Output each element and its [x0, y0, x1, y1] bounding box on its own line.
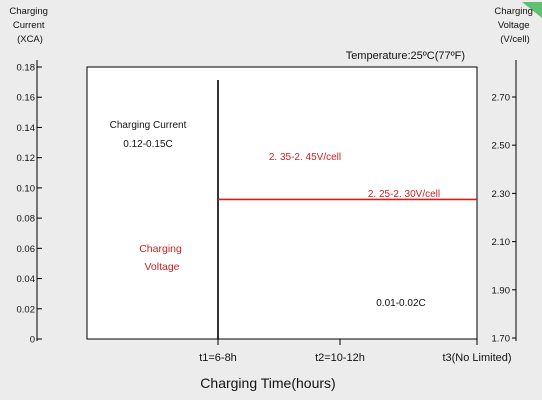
left-tick-label: 0.12 [17, 153, 36, 164]
right-axis-ticks: 2.70 2.50 2.30 2.10 1.90 1.70 [492, 93, 516, 345]
temperature-note: Temperature:25ºC(77ºF) [346, 50, 465, 62]
left-axis-ticks: 0.18 0.16 0.14 0.12 0.10 0.08 0.06 0.04 0.02 0 [17, 63, 42, 346]
left-tick-label: 0.06 [17, 244, 36, 255]
stage2-voltage-annotation: 2. 25-2. 30V/cell [368, 189, 440, 200]
left-axis-label: Charging Current (XCA) [9, 6, 50, 45]
right-tick-label: 2.30 [492, 189, 511, 200]
left-tick-label: 0.02 [17, 304, 36, 315]
left-tick-label: 0.16 [17, 93, 36, 104]
x-tick-label: t3(No Limited) [442, 352, 511, 364]
right-tick-label: 1.90 [492, 285, 511, 296]
plot-area [86, 66, 478, 340]
right-axis-label: Charging Voltage (V/cell) [494, 6, 535, 45]
corner-leaf-icon [522, 2, 542, 18]
left-tick-label: 0.18 [17, 63, 36, 74]
left-tick-label: 0.08 [17, 214, 36, 225]
x-tick-label: t1=6-8h [199, 352, 237, 364]
current-range-annotation: 0.12-0.15C [123, 139, 172, 150]
stage1-voltage-annotation: 2. 35-2. 45V/cell [269, 152, 341, 163]
right-tick-label: 2.70 [492, 93, 511, 104]
left-tick-label: 0.04 [17, 274, 36, 285]
x-tick-label: t2=10-12h [315, 352, 365, 364]
current-title-annotation: Charging Current [110, 120, 187, 131]
x-axis-label: Charging Time(hours) [200, 375, 335, 391]
float-current-annotation: 0.01-0.02C [376, 298, 425, 309]
left-tick-label: 0.14 [17, 123, 36, 134]
left-tick-label: 0.10 [17, 183, 36, 194]
right-tick-label: 2.50 [492, 141, 511, 152]
left-tick-label: 0 [30, 335, 35, 346]
right-tick-label: 2.10 [492, 237, 511, 248]
right-tick-label: 1.70 [492, 334, 511, 345]
voltage-title-annotation: Charging Voltage [139, 243, 185, 273]
x-axis-ticks: t1=6-8h t2=10-12h t3(No Limited) [199, 339, 512, 364]
